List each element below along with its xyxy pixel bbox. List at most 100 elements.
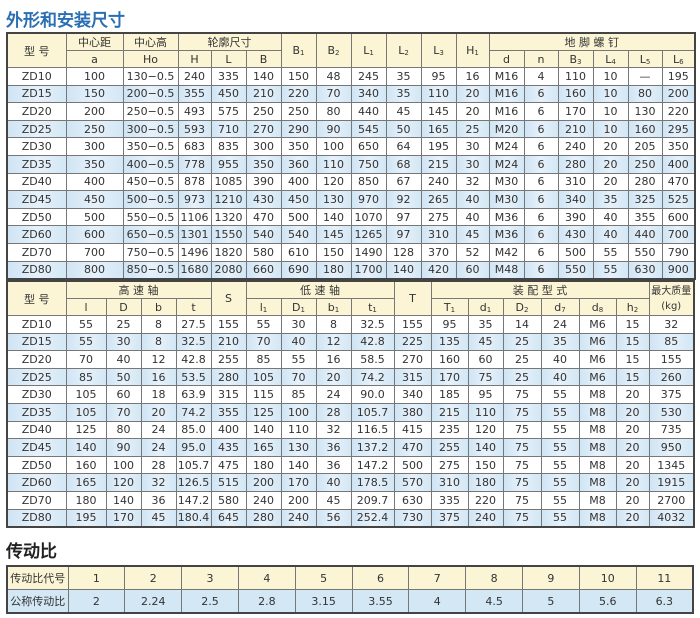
- table-row: ZD80 195 170 45 180.4 645 280 240 56 252.4 730 375 2…: [6, 508, 695, 528]
- header-b: b: [140, 298, 177, 316]
- value-cell: 85: [648, 332, 695, 352]
- ratio-nominal: 4: [408, 589, 467, 614]
- value-cell: 570: [393, 473, 432, 492]
- value-cell: 70: [65, 350, 107, 369]
- value-cell: 645: [210, 508, 247, 528]
- header-l: l: [65, 298, 107, 316]
- value-cell: 20: [140, 402, 177, 422]
- value-cell: 14: [502, 315, 542, 334]
- value-cell: 375: [430, 508, 469, 528]
- value-cell: 270: [393, 350, 432, 369]
- value-cell: 36: [140, 490, 177, 510]
- value-cell: 15: [615, 332, 650, 352]
- ratio-nominal: 2: [67, 589, 126, 614]
- value-cell: 200: [65, 102, 124, 121]
- header-d8: d8: [578, 298, 617, 316]
- value-cell: 750−0.5: [122, 242, 179, 262]
- value-cell: 120: [105, 473, 142, 492]
- value-cell: 100: [105, 455, 142, 475]
- value-cell: M8: [578, 438, 617, 457]
- header-h1: H1: [455, 32, 490, 68]
- header-model: 型 号: [6, 32, 67, 68]
- header-d: d: [488, 50, 525, 68]
- value-cell: 200: [661, 84, 696, 104]
- subscript: 8: [598, 305, 604, 314]
- model-cell: ZD30: [6, 137, 67, 156]
- ratio-nominal-label: 公称传动比: [6, 589, 69, 614]
- value-cell: 630: [393, 490, 432, 510]
- value-cell: 250: [65, 119, 124, 139]
- value-cell: 24: [140, 438, 177, 457]
- value-cell: 1085: [210, 172, 247, 192]
- value-cell: 205: [627, 137, 663, 156]
- model-cell: ZD35: [6, 154, 67, 174]
- value-cell: 40: [540, 350, 580, 369]
- value-cell: 540: [280, 225, 317, 244]
- value-cell: 240: [280, 508, 317, 528]
- value-cell: 50: [105, 367, 142, 387]
- header-t1: T1: [430, 298, 469, 316]
- header-high-speed-shaft: 高 速 轴: [65, 280, 212, 299]
- subscript: 1: [300, 305, 305, 314]
- value-cell: 220: [280, 84, 317, 104]
- model-cell: ZD50: [6, 207, 67, 227]
- value-cell: 55: [65, 315, 107, 334]
- header-h: H: [177, 50, 212, 68]
- max-mass-unit: (kg): [661, 300, 682, 312]
- value-cell: 1301: [177, 225, 212, 244]
- model-cell: ZD10: [6, 315, 67, 334]
- value-cell: 310: [430, 473, 469, 492]
- model-cell: ZD70: [6, 490, 67, 510]
- value-cell: 147.2: [350, 455, 395, 475]
- subscript: 6: [679, 57, 684, 66]
- model-cell: ZD25: [6, 367, 67, 387]
- subscript: 7: [561, 305, 566, 314]
- dimensions-body: ZD10 100 130−0.5 240 335 140 150 48 245 35 95 16 M16…: [6, 67, 696, 280]
- value-cell: 116.5: [350, 420, 395, 440]
- value-cell: 450−0.5: [122, 172, 179, 192]
- value-cell: M6: [578, 367, 617, 387]
- value-cell: 28: [315, 402, 352, 422]
- value-cell: M16: [488, 84, 525, 104]
- value-cell: 500: [393, 455, 432, 475]
- value-cell: 690: [280, 260, 317, 280]
- value-cell: 135: [430, 332, 469, 352]
- value-cell: 470: [661, 172, 696, 192]
- header-l1: l1: [245, 298, 282, 316]
- model-cell: ZD80: [6, 508, 67, 528]
- value-cell: 735: [648, 420, 695, 440]
- value-cell: 55: [540, 490, 580, 510]
- value-cell: 170: [105, 508, 142, 528]
- value-cell: 1070: [350, 207, 387, 227]
- value-cell: 85: [65, 367, 107, 387]
- value-cell: 295: [661, 119, 696, 139]
- value-cell: 275: [430, 455, 469, 475]
- value-cell: M8: [578, 385, 617, 404]
- value-cell: 25: [502, 367, 542, 387]
- model-cell: ZD70: [6, 242, 67, 262]
- value-cell: M6: [578, 350, 617, 369]
- value-cell: 155: [210, 315, 247, 334]
- ratio-nominal: 5: [522, 589, 580, 614]
- value-cell: 8: [140, 315, 177, 334]
- value-cell: 45: [467, 332, 504, 352]
- header-outline: 轮廓尺寸: [177, 32, 282, 51]
- value-cell: 350: [280, 137, 317, 156]
- value-cell: 50: [385, 119, 422, 139]
- value-cell: 280: [627, 172, 663, 192]
- value-cell: M8: [578, 455, 617, 475]
- value-cell: 58.5: [350, 350, 395, 369]
- table-row: ZD25 250 300−0.5 593 710 270 290 90 545 50 165 25 M2…: [6, 119, 696, 139]
- header-t1: t1: [350, 298, 395, 316]
- value-cell: 20: [455, 102, 490, 121]
- value-cell: 360: [280, 154, 317, 174]
- value-cell: 110: [280, 420, 317, 440]
- value-cell: 475: [210, 455, 247, 475]
- header-assembly: 装 配 型 式: [430, 280, 650, 299]
- value-cell: 20: [615, 402, 650, 422]
- value-cell: 20: [592, 137, 629, 156]
- value-cell: 195: [420, 137, 457, 156]
- value-cell: 165: [65, 473, 107, 492]
- value-cell: M16: [488, 67, 525, 86]
- value-cell: 128: [385, 242, 422, 262]
